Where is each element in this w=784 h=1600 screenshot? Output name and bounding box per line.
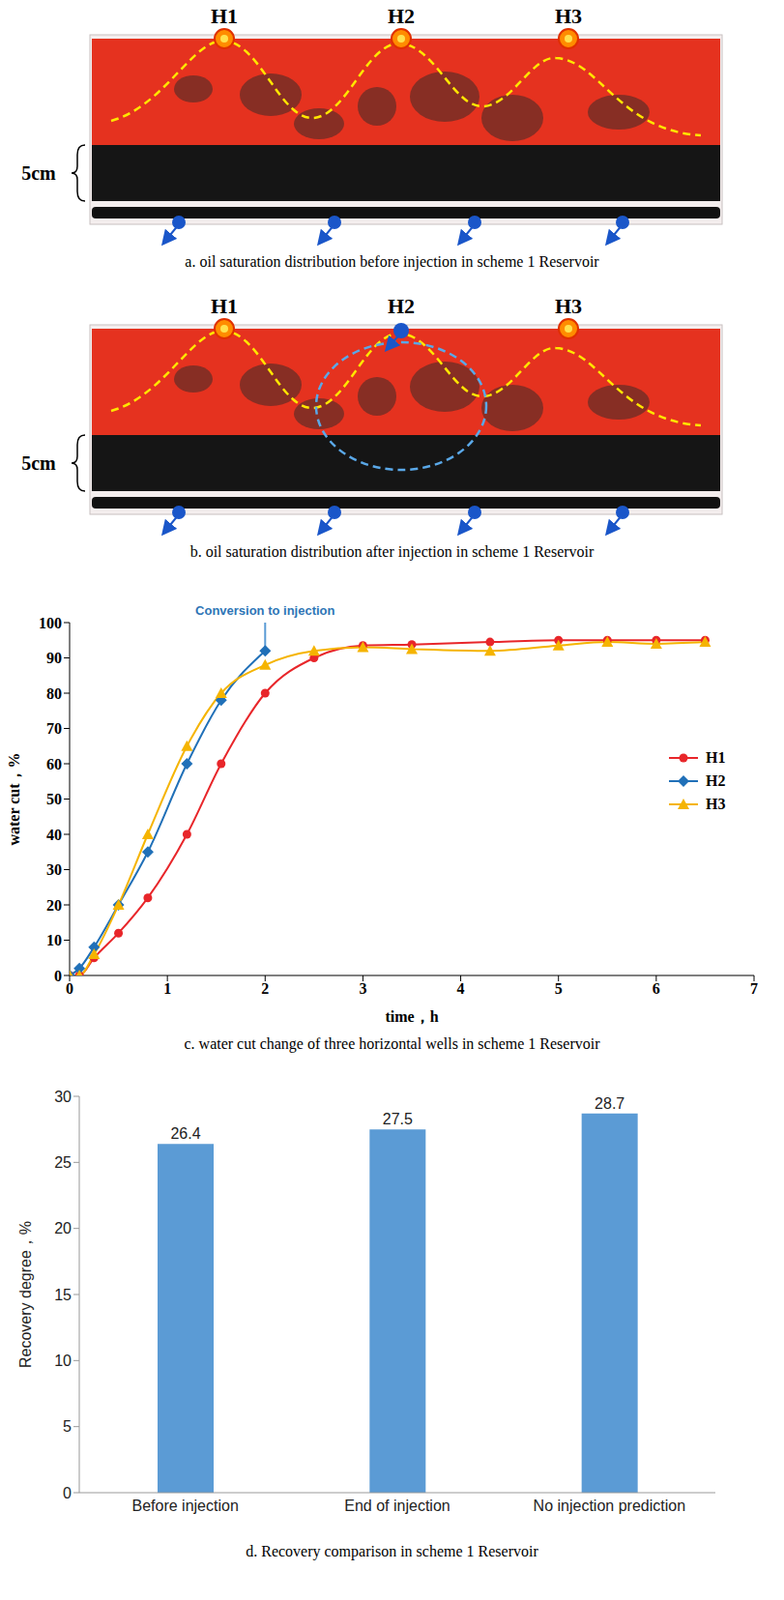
html-text:H1: H1 bbox=[705, 749, 726, 766]
svg-text:20: 20 bbox=[46, 897, 62, 914]
svg-text:27.5: 27.5 bbox=[382, 1110, 413, 1128]
svg-text:30: 30 bbox=[46, 861, 62, 878]
svg-text:0: 0 bbox=[62, 1484, 72, 1502]
html-text:d. Recovery comparison in sche: d. Recovery comparison in scheme 1 Reser… bbox=[245, 1542, 539, 1560]
svg-text:Before injection: Before injection bbox=[132, 1497, 239, 1514]
svg-text:H3: H3 bbox=[554, 3, 582, 29]
svg-text:0: 0 bbox=[54, 967, 62, 985]
svg-text:0: 0 bbox=[65, 980, 74, 997]
svg-text:6: 6 bbox=[652, 980, 661, 997]
svg-text:26.4: 26.4 bbox=[170, 1125, 201, 1142]
svg-text:40: 40 bbox=[46, 826, 62, 843]
html-text:c. water cut change of three h: c. water cut change of three horizontal … bbox=[184, 1035, 600, 1052]
svg-text:10: 10 bbox=[54, 1352, 72, 1369]
html-text:b. oil saturation distribution: b. oil saturation distribution after inj… bbox=[190, 543, 594, 560]
svg-text:70: 70 bbox=[46, 720, 62, 737]
html-text:a. oil saturation distribution: a. oil saturation distribution before in… bbox=[184, 253, 600, 270]
svg-text:25: 25 bbox=[54, 1154, 72, 1171]
svg-text:Recovery degree，%: Recovery degree，% bbox=[17, 1220, 34, 1368]
svg-text:No injection prediction: No injection prediction bbox=[533, 1497, 686, 1514]
svg-text:5cm: 5cm bbox=[21, 452, 57, 474]
svg-text:Conversion to injection: Conversion to injection bbox=[195, 603, 336, 618]
svg-text:20: 20 bbox=[54, 1219, 72, 1237]
svg-text:H1: H1 bbox=[210, 293, 238, 319]
svg-text:7: 7 bbox=[750, 980, 758, 997]
svg-text:time，h: time，h bbox=[384, 1008, 438, 1025]
svg-text:4: 4 bbox=[457, 980, 465, 997]
svg-text:5: 5 bbox=[62, 1418, 72, 1435]
svg-text:5cm: 5cm bbox=[21, 162, 57, 184]
svg-text:15: 15 bbox=[54, 1286, 72, 1304]
svg-text:10: 10 bbox=[46, 931, 62, 949]
svg-text:water cut，%: water cut，% bbox=[5, 752, 23, 845]
svg-text:End of injection: End of injection bbox=[344, 1497, 450, 1514]
html-text:H2: H2 bbox=[705, 772, 726, 789]
svg-text:H2: H2 bbox=[387, 293, 415, 319]
svg-text:80: 80 bbox=[46, 685, 62, 702]
svg-text:H1: H1 bbox=[210, 3, 238, 29]
svg-text:2: 2 bbox=[261, 980, 269, 997]
svg-text:5: 5 bbox=[554, 980, 563, 997]
html-text:H3: H3 bbox=[705, 795, 726, 813]
svg-text:H2: H2 bbox=[387, 3, 415, 29]
svg-text:100: 100 bbox=[38, 614, 62, 632]
svg-text:1: 1 bbox=[163, 980, 172, 997]
svg-text:90: 90 bbox=[46, 649, 62, 667]
svg-text:H3: H3 bbox=[554, 293, 582, 319]
svg-text:30: 30 bbox=[54, 1088, 72, 1105]
svg-text:50: 50 bbox=[46, 790, 62, 808]
svg-text:60: 60 bbox=[46, 755, 62, 773]
svg-text:3: 3 bbox=[358, 980, 367, 997]
svg-text:28.7: 28.7 bbox=[594, 1095, 625, 1112]
